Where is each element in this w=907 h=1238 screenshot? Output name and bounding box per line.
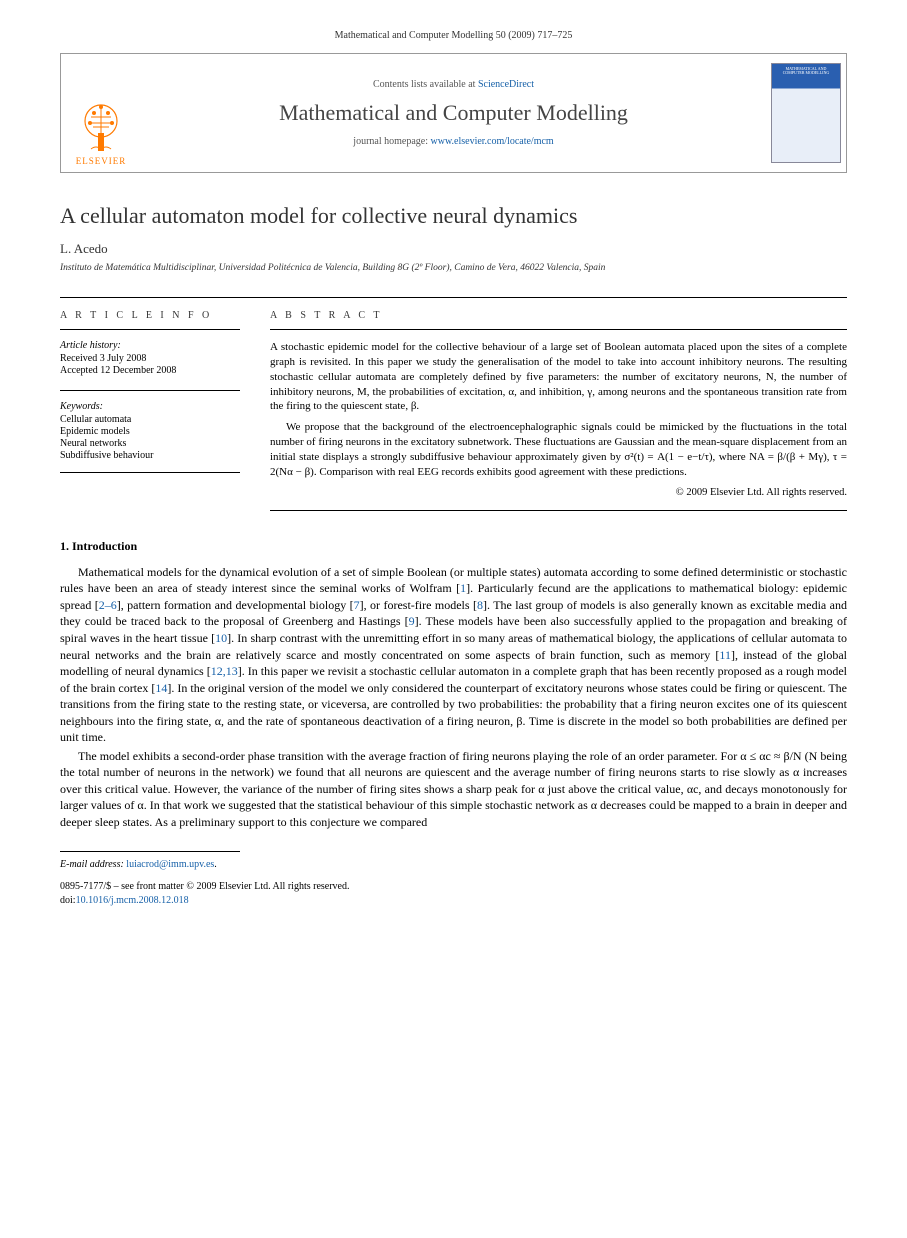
- article-title: A cellular automaton model for collectiv…: [60, 203, 847, 229]
- doi-link[interactable]: 10.1016/j.mcm.2008.12.018: [76, 895, 189, 906]
- abstract-label: A B S T R A C T: [270, 310, 847, 330]
- intro-p1: Mathematical models for the dynamical ev…: [60, 564, 847, 746]
- keyword: Epidemic models: [60, 426, 240, 437]
- ref-link[interactable]: 10: [215, 631, 227, 645]
- keyword: Neural networks: [60, 438, 240, 449]
- contents-prefix: Contents lists available at: [373, 79, 478, 90]
- ref-link[interactable]: 11: [719, 648, 731, 662]
- intro-body: Mathematical models for the dynamical ev…: [60, 564, 847, 831]
- sciencedirect-link[interactable]: ScienceDirect: [478, 79, 534, 90]
- cover-thumb-title: MATHEMATICAL AND COMPUTER MODELLING: [775, 67, 837, 76]
- publisher-name: ELSEVIER: [76, 156, 127, 166]
- info-abstract-row: A R T I C L E I N F O Article history: R…: [60, 297, 847, 511]
- intro-p2: The model exhibits a second-order phase …: [60, 748, 847, 831]
- issn-line: 0895-7177/$ – see front matter © 2009 El…: [60, 880, 847, 894]
- ref-link[interactable]: 14: [155, 681, 167, 695]
- article-info-column: A R T I C L E I N F O Article history: R…: [60, 298, 240, 511]
- footer-block: E-mail address: luiacrod@imm.upv.es. 089…: [60, 858, 847, 908]
- journal-cover-thumb: MATHEMATICAL AND COMPUTER MODELLING: [771, 63, 841, 163]
- abstract-column: A B S T R A C T A stochastic epidemic mo…: [270, 298, 847, 511]
- email-link[interactable]: luiacrod@imm.upv.es: [126, 859, 214, 870]
- author: L. Acedo: [60, 241, 847, 257]
- journal-header: ELSEVIER Contents lists available at Sci…: [60, 53, 847, 173]
- footer-separator: [60, 851, 240, 852]
- doi-line: doi:10.1016/j.mcm.2008.12.018: [60, 894, 847, 908]
- email-line: E-mail address: luiacrod@imm.upv.es.: [60, 858, 847, 872]
- ref-link[interactable]: 12,13: [211, 664, 238, 678]
- cover-cell: MATHEMATICAL AND COMPUTER MODELLING: [766, 54, 846, 172]
- text: ], pattern formation and developmental b…: [117, 598, 354, 612]
- abstract-p1: A stochastic epidemic model for the coll…: [270, 340, 847, 414]
- received-line: Received 3 July 2008: [60, 353, 240, 364]
- doi-prefix: doi:: [60, 895, 76, 906]
- header-center: Contents lists available at ScienceDirec…: [141, 54, 766, 172]
- copyright-line: © 2009 Elsevier Ltd. All rights reserved…: [270, 486, 847, 500]
- history-heading: Article history:: [60, 340, 240, 351]
- section-heading-intro: 1. Introduction: [60, 539, 847, 554]
- accepted-line: Accepted 12 December 2008: [60, 365, 240, 376]
- keywords-heading: Keywords:: [60, 401, 240, 412]
- abstract-body: A stochastic epidemic model for the coll…: [270, 340, 847, 511]
- homepage-line: journal homepage: www.elsevier.com/locat…: [353, 136, 553, 147]
- affiliation: Instituto de Matemática Multidisciplinar…: [60, 263, 847, 273]
- keywords-block: Keywords: Cellular automata Epidemic mod…: [60, 390, 240, 473]
- text: ], or forest-fire models [: [360, 598, 477, 612]
- keyword: Subdiffusive behaviour: [60, 450, 240, 461]
- homepage-link[interactable]: www.elsevier.com/locate/mcm: [431, 136, 554, 147]
- publisher-logo-cell: ELSEVIER: [61, 54, 141, 172]
- email-suffix: .: [214, 859, 217, 870]
- contents-line: Contents lists available at ScienceDirec…: [373, 79, 534, 90]
- ref-link[interactable]: 2–6: [99, 598, 117, 612]
- homepage-prefix: journal homepage:: [353, 136, 430, 147]
- article-info-label: A R T I C L E I N F O: [60, 310, 240, 330]
- elsevier-tree-icon: [76, 93, 126, 153]
- article-history-block: Article history: Received 3 July 2008 Ac…: [60, 340, 240, 376]
- abstract-p2: We propose that the background of the el…: [270, 420, 847, 479]
- keyword: Cellular automata: [60, 414, 240, 425]
- text: ]. In the original version of the model …: [60, 681, 847, 745]
- email-label: E-mail address:: [60, 859, 126, 870]
- journal-name: Mathematical and Computer Modelling: [279, 100, 628, 126]
- running-head: Mathematical and Computer Modelling 50 (…: [60, 30, 847, 41]
